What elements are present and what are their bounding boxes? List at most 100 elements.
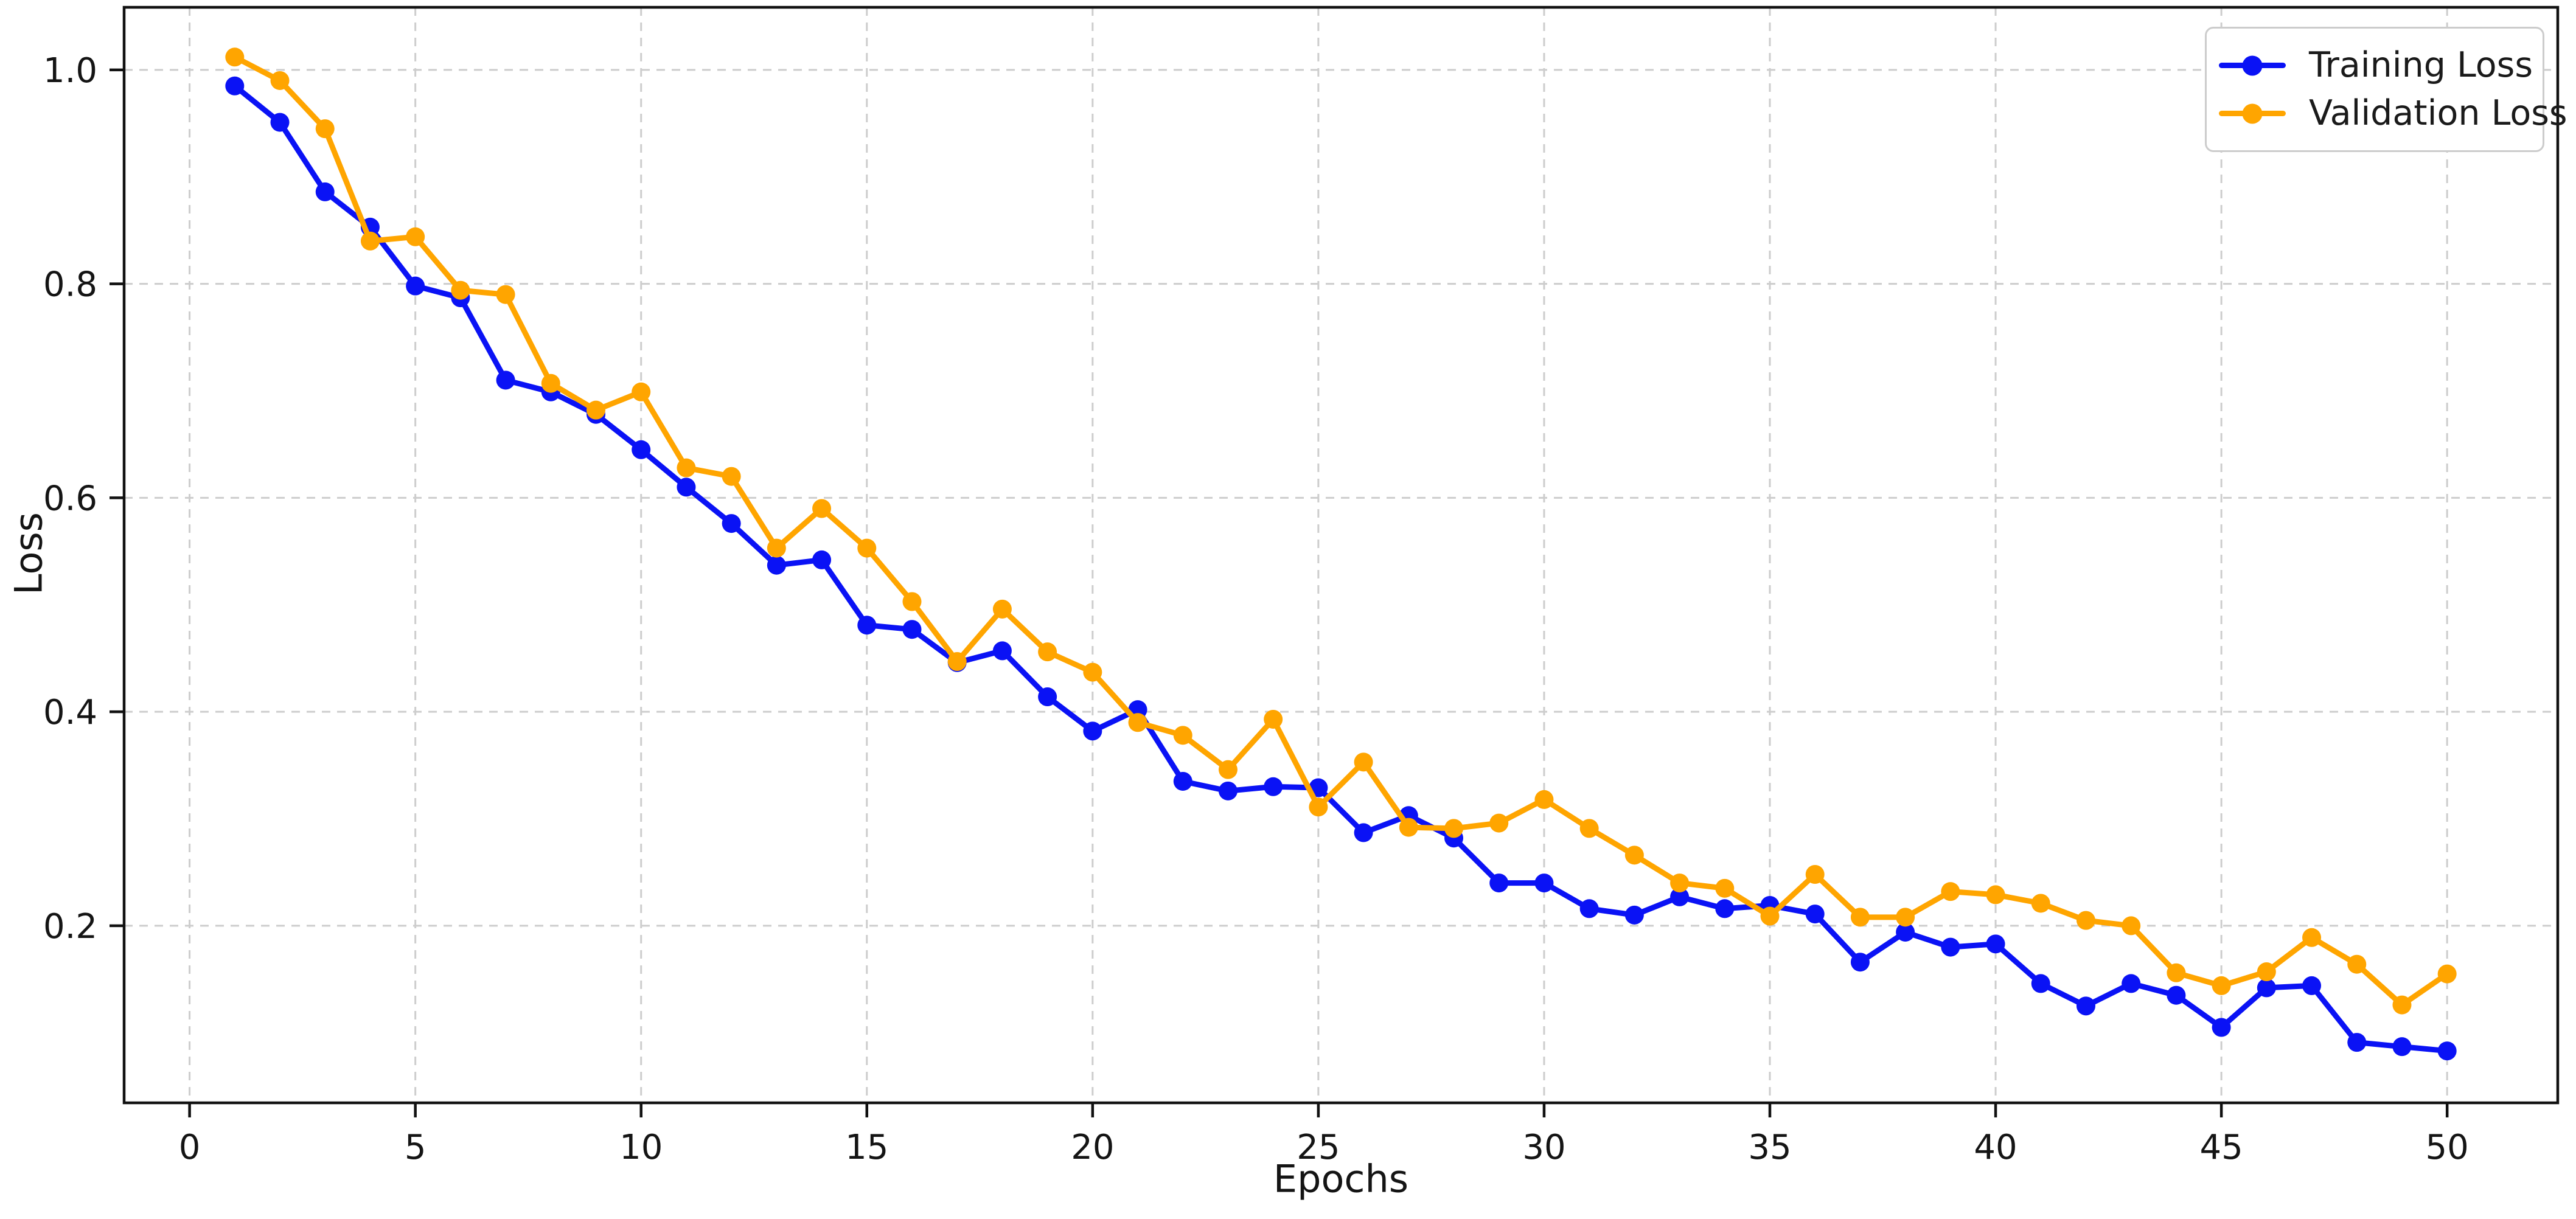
training-loss-point <box>270 113 290 132</box>
validation-loss-point <box>1399 818 1418 837</box>
validation-loss-point <box>1354 752 1373 772</box>
training-loss-line <box>232 83 2450 1054</box>
training-loss-point <box>1083 721 1102 741</box>
training-loss-point <box>2076 996 2095 1016</box>
validation-loss-point <box>902 592 922 611</box>
y-tick-label: 0.2 <box>43 907 97 946</box>
validation-loss-point <box>1128 713 1147 732</box>
training-loss-point <box>2302 976 2322 995</box>
y-tick-label: 0.4 <box>43 693 97 732</box>
training-loss-point <box>632 440 651 459</box>
validation-loss-point <box>1850 908 1870 927</box>
training-loss-point <box>1850 953 1870 972</box>
x-tick-label: 25 <box>1297 1128 1340 1167</box>
validation-loss-point <box>541 373 560 393</box>
x-tick-label: 10 <box>619 1128 663 1167</box>
x-tick-label: 20 <box>1071 1128 1114 1167</box>
training-loss-point <box>1805 905 1825 924</box>
x-tick-label: 5 <box>405 1128 426 1167</box>
validation-loss-point <box>947 651 967 671</box>
validation-loss-point <box>451 280 470 300</box>
validation-loss-point <box>2212 976 2231 995</box>
training-marker-icon <box>2242 55 2263 75</box>
validation-loss-point <box>1715 878 1735 898</box>
validation-loss-point <box>2167 963 2186 982</box>
training-loss-point <box>225 76 245 96</box>
validation-loss-point <box>1534 790 1554 809</box>
validation-loss-point <box>1264 709 1283 729</box>
training-loss-point <box>1986 934 2005 954</box>
x-tick-label: 45 <box>2199 1128 2243 1167</box>
training-loss-point <box>902 620 922 639</box>
validation-loss-point <box>992 599 1012 619</box>
legend-label-training: Training Loss <box>2309 45 2533 85</box>
validation-loss-point <box>812 499 832 518</box>
validation-loss-point <box>1309 797 1328 817</box>
x-tick-label: 35 <box>1748 1128 1791 1167</box>
training-loss-point <box>1173 771 1192 791</box>
validation-loss-point <box>587 400 606 420</box>
training-loss-point <box>992 641 1012 661</box>
y-axis-label: Loss <box>6 512 51 595</box>
training-loss-point <box>2437 1041 2457 1061</box>
validation-loss-point <box>1896 908 1915 927</box>
training-loss-point <box>2122 974 2141 993</box>
validation-loss-point <box>1579 819 1599 838</box>
validation-loss-point <box>2257 962 2276 982</box>
validation-loss-point <box>406 227 425 246</box>
training-loss-point <box>406 276 425 296</box>
y-tick-label: 1.0 <box>43 51 97 91</box>
training-loss-point <box>1038 687 1057 707</box>
validation-loss-point <box>1805 864 1825 884</box>
training-loss-point <box>1896 922 1915 942</box>
validation-loss-point <box>360 231 380 251</box>
y-tick-label: 0.8 <box>43 265 97 305</box>
x-axis-label: Epochs <box>1273 1156 1409 1201</box>
training-loss-point <box>1354 823 1373 842</box>
validation-loss-point <box>1083 662 1102 682</box>
legend-item-validation: Validation Loss <box>2219 96 2567 131</box>
validation-loss-point <box>677 458 696 478</box>
legend: Training Loss Validation Loss <box>2205 27 2567 152</box>
validation-line-sample <box>2219 103 2286 123</box>
validation-loss-point <box>1941 882 1960 901</box>
validation-loss-point <box>225 47 245 67</box>
validation-loss-point <box>767 538 786 558</box>
training-loss-point <box>1670 887 1690 906</box>
training-loss-point <box>1579 899 1599 919</box>
training-loss-point <box>2167 985 2186 1005</box>
validation-loss-point <box>2302 928 2322 947</box>
training-loss-point <box>2347 1033 2367 1052</box>
training-loss-point <box>315 182 335 201</box>
validation-loss-point <box>2392 995 2412 1015</box>
x-tick-label: 15 <box>845 1128 888 1167</box>
validation-loss-point <box>315 119 335 139</box>
x-tick-label: 40 <box>1974 1128 2017 1167</box>
validation-marker-icon <box>2242 103 2263 123</box>
training-loss-point <box>496 370 515 390</box>
validation-loss-point <box>722 467 741 486</box>
validation-loss-point <box>1624 846 1644 865</box>
training-loss-point <box>1534 873 1554 893</box>
x-tick-label: 0 <box>179 1128 201 1167</box>
validation-loss-point <box>1173 726 1192 745</box>
training-loss-point <box>677 478 696 497</box>
training-loss-point <box>1715 899 1735 919</box>
legend-label-validation: Validation Loss <box>2309 93 2567 133</box>
training-loss-point <box>857 616 877 635</box>
training-loss-point <box>1489 873 1509 893</box>
training-loss-point <box>722 514 741 533</box>
validation-loss-point <box>270 71 290 90</box>
validation-loss-point <box>1489 813 1509 833</box>
y-tick-label: 0.6 <box>43 479 97 518</box>
validation-loss-point <box>1218 760 1238 779</box>
training-loss-point <box>2212 1018 2231 1037</box>
validation-loss-point <box>1760 906 1780 926</box>
training-loss-point <box>767 555 786 575</box>
validation-loss-point <box>632 382 651 401</box>
validation-loss-line <box>232 54 2450 1008</box>
validation-loss-point <box>2437 964 2457 984</box>
x-tick-label: 30 <box>1522 1128 1565 1167</box>
validation-loss-point <box>1038 642 1057 662</box>
